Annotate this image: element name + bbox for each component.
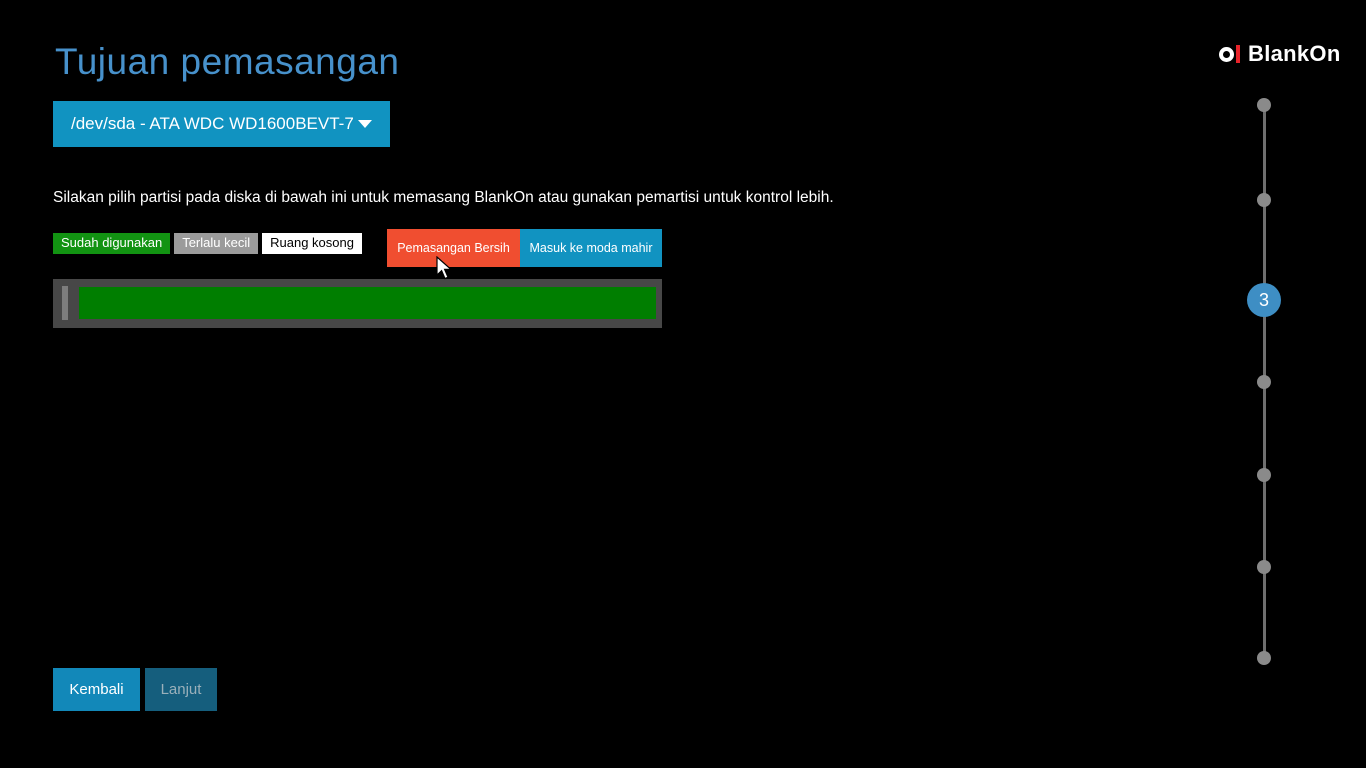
page-title: Tujuan pemasangan — [55, 41, 400, 82]
step-dot-5 — [1257, 468, 1271, 482]
step-dot-6 — [1257, 560, 1271, 574]
logo-text: BlankOn — [1248, 41, 1341, 66]
chevron-down-icon — [358, 120, 372, 128]
partition-segment-used[interactable] — [79, 287, 656, 319]
disk-select-value: /dev/sda - ATA WDC WD1600BEVT-7 — [71, 114, 354, 133]
legend-too-small-badge: Terlalu kecil — [174, 233, 259, 254]
step-dot-4 — [1257, 375, 1271, 389]
blankon-logo: BlankOn — [1219, 41, 1341, 66]
advanced-mode-button[interactable]: Masuk ke moda mahir — [520, 229, 662, 267]
step-indicator-current: 3 — [1247, 283, 1281, 317]
clean-install-button[interactable]: Pemasangan Bersih — [387, 229, 520, 267]
logo-ring-icon — [1219, 46, 1234, 62]
partition-segment-too-small[interactable] — [62, 286, 68, 320]
install-progress-stepper: 3 — [1247, 98, 1281, 676]
legend-free-badge: Ruang kosong — [262, 233, 362, 254]
legend-used-badge: Sudah digunakan — [53, 233, 171, 254]
step-dot-1 — [1257, 98, 1271, 112]
step-dot-7 — [1257, 651, 1271, 665]
instruction-text: Silakan pilih partisi pada diska di bawa… — [53, 189, 834, 206]
partition-bar[interactable] — [53, 279, 662, 328]
step-dot-2 — [1257, 193, 1271, 207]
partition-legend: Sudah digunakan Terlalu kecil Ruang koso… — [53, 233, 362, 254]
logo-bar-icon — [1236, 45, 1240, 63]
next-button[interactable]: Lanjut — [145, 668, 217, 711]
back-button[interactable]: Kembali — [53, 668, 140, 711]
disk-select-dropdown[interactable]: /dev/sda - ATA WDC WD1600BEVT-7 — [53, 101, 390, 147]
